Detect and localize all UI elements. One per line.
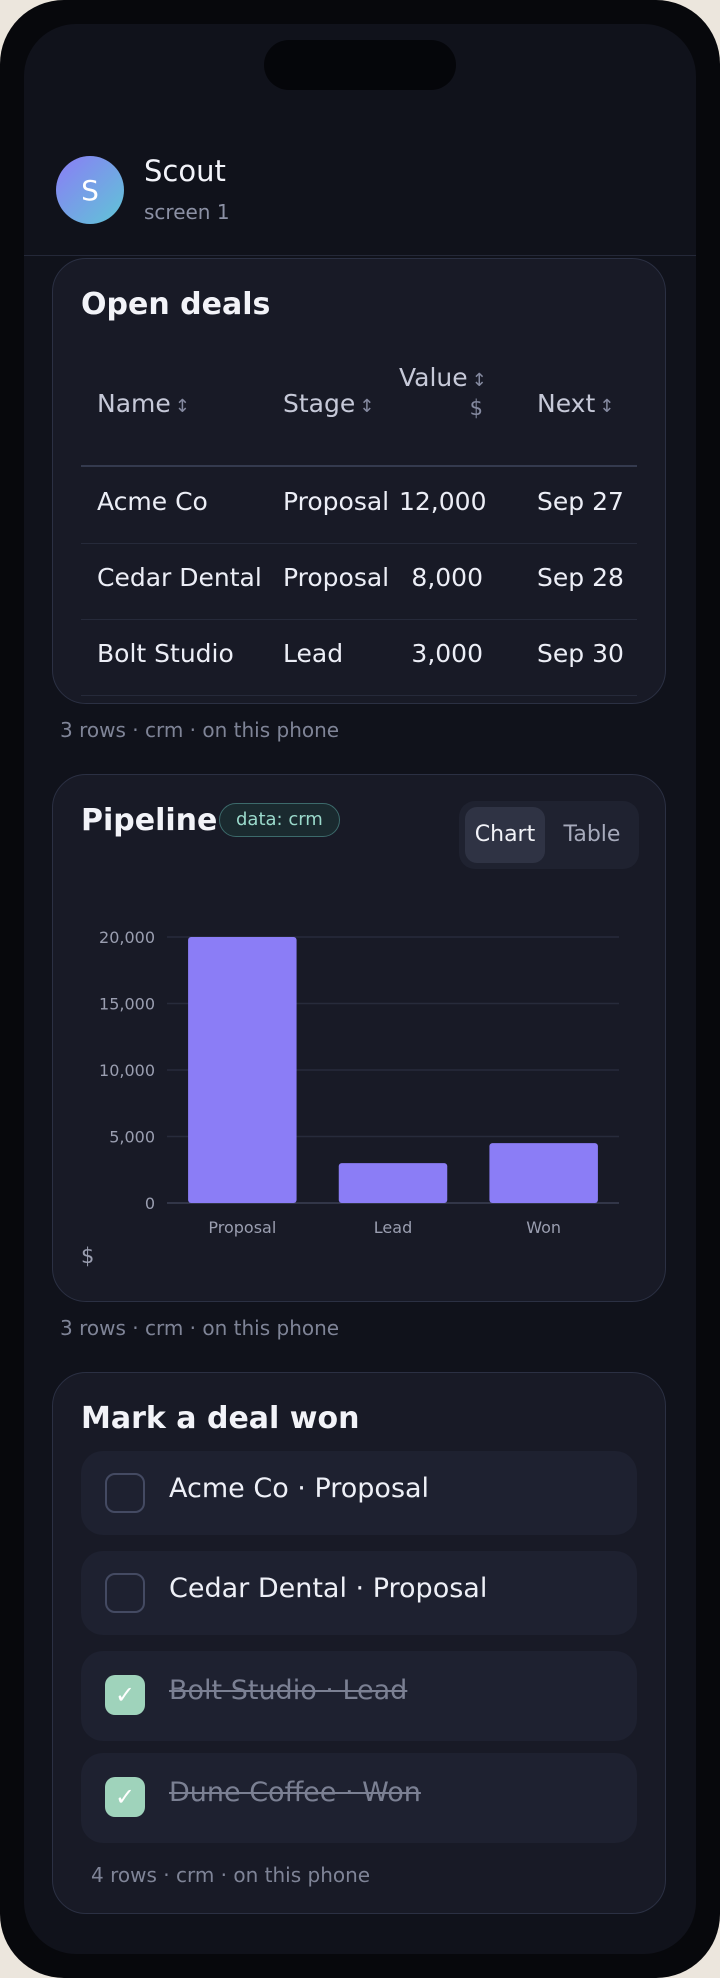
cell-next: Sep 27	[537, 487, 624, 516]
pipeline-bar-chart: 0 5,000 10,000 15,000 20,000 Proposal Lead Won $	[81, 928, 619, 1268]
pipeline-title: Pipeline	[81, 803, 218, 838]
data-source-badge: data: crm	[219, 803, 340, 837]
deals-footnote: 3 rows · crm · on this phone	[60, 718, 340, 742]
column-header-label: Value	[399, 363, 468, 392]
cell-stage: Proposal	[283, 563, 390, 592]
value-unit: $	[469, 396, 483, 420]
y-tick-label: 5,000	[109, 1128, 155, 1147]
column-header-stage[interactable]: Stage ↕	[283, 389, 374, 418]
column-header-value[interactable]: Value ↕ $	[399, 363, 487, 420]
view-toggle: Chart Table	[459, 801, 639, 869]
sort-icon: ↕	[174, 396, 190, 417]
cell-stage: Proposal	[283, 487, 390, 516]
app-subtitle: screen 1	[144, 200, 230, 224]
sort-icon: ↕	[471, 370, 487, 391]
column-header-label: Next	[537, 389, 596, 418]
pipeline-footnote: 3 rows · crm · on this phone	[60, 1316, 340, 1340]
y-axis-label: $	[81, 1244, 94, 1268]
bar[interactable]	[489, 1143, 598, 1203]
y-tick-label: 20,000	[99, 928, 155, 947]
camera-notch	[264, 40, 456, 90]
checkbox[interactable]	[105, 1473, 145, 1513]
mark-won-title: Mark a deal won	[81, 1401, 360, 1436]
y-tick-label: 0	[145, 1194, 155, 1213]
x-tick-label: Proposal	[208, 1218, 276, 1237]
y-tick-label: 10,000	[99, 1061, 155, 1080]
task-label: Dune Coffee · Won	[169, 1777, 421, 1808]
screen: S Scout screen 1 Open deals Name ↕ Stage ↕…	[24, 24, 696, 1954]
app-title: Scout	[144, 154, 226, 188]
table-row[interactable]: Cedar Dental Proposal 8,000 Sep 28	[81, 543, 637, 620]
bar[interactable]	[338, 1163, 448, 1203]
y-tick-label: 15,000	[99, 995, 155, 1014]
header-divider	[81, 465, 637, 467]
table-row[interactable]: Acme Co Proposal 12,000 Sep 27	[81, 467, 637, 544]
task-label: Bolt Studio · Lead	[169, 1675, 408, 1706]
cell-name: Cedar Dental	[97, 563, 262, 592]
check-icon: ✓	[114, 1681, 136, 1709]
cell-value: 12,000	[399, 487, 487, 516]
cell-value: 8,000	[411, 563, 483, 592]
app-header: S Scout screen 1	[24, 108, 696, 256]
open-deals-card: Open deals Name ↕ Stage ↕ Value ↕ $ Next ↕ A…	[52, 258, 666, 704]
pipeline-card: Pipeline data: crm Chart Table 0 5,000 10,…	[52, 774, 666, 1302]
task-label: Cedar Dental · Proposal	[169, 1573, 488, 1604]
cell-name: Bolt Studio	[97, 639, 234, 668]
column-header-label: Name	[97, 389, 171, 418]
checkbox-checked[interactable]: ✓	[105, 1675, 145, 1715]
cell-value: 3,000	[411, 639, 483, 668]
cell-next: Sep 28	[537, 563, 624, 592]
cell-stage: Lead	[283, 639, 344, 668]
sort-icon: ↕	[599, 396, 615, 417]
table-row[interactable]: Bolt Studio Lead 3,000 Sep 30	[81, 619, 637, 696]
cell-name: Acme Co	[97, 487, 208, 516]
x-tick-label: Lead	[374, 1218, 412, 1237]
tasks-footnote: 4 rows · crm · on this phone	[91, 1863, 371, 1887]
column-header-name[interactable]: Name ↕	[97, 389, 190, 418]
bar[interactable]	[188, 937, 297, 1203]
task-item[interactable]: Cedar Dental · Proposal	[81, 1551, 637, 1635]
column-header-label: Stage	[283, 389, 356, 418]
task-label: Acme Co · Proposal	[169, 1473, 430, 1504]
task-item[interactable]: Acme Co · Proposal	[81, 1451, 637, 1535]
table-view-button[interactable]: Table	[563, 822, 621, 847]
cell-next: Sep 30	[537, 639, 624, 668]
x-tick-label: Won	[526, 1218, 561, 1237]
checkbox[interactable]	[105, 1573, 145, 1613]
task-item[interactable]: ✓ Dune Coffee · Won	[81, 1753, 637, 1843]
chart-view-button[interactable]: Chart	[465, 807, 545, 863]
column-header-next[interactable]: Next ↕	[537, 389, 614, 418]
sort-icon: ↕	[359, 396, 375, 417]
check-icon: ✓	[114, 1783, 136, 1811]
open-deals-title: Open deals	[81, 287, 271, 322]
checkbox-checked[interactable]: ✓	[105, 1777, 145, 1817]
mark-won-card: Mark a deal won Acme Co · Proposal Cedar…	[52, 1372, 666, 1914]
task-item[interactable]: ✓ Bolt Studio · Lead	[81, 1651, 637, 1741]
avatar[interactable]: S	[56, 156, 124, 224]
